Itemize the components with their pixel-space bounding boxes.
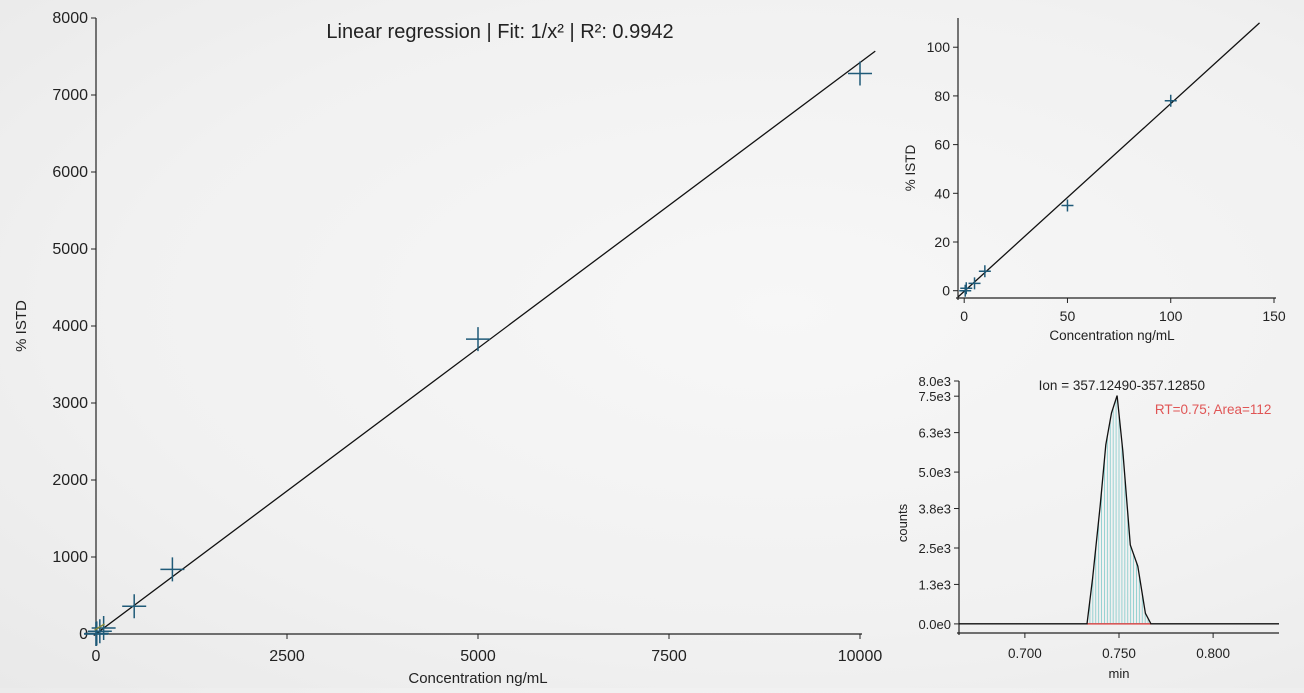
chromatogram-trace (959, 395, 1279, 625)
x-tick-label: 0.800 (1196, 646, 1230, 661)
y-tick-label: 5000 (52, 241, 88, 258)
y-axis-label: counts (895, 503, 910, 542)
y-tick-label: 1.3e3 (918, 577, 951, 592)
x-axis-label: Concentration ng/mL (408, 670, 547, 687)
y-tick-label: 8.0e3 (918, 374, 951, 389)
y-tick-label: 6000 (52, 164, 88, 181)
x-tick-label: 2500 (269, 648, 305, 665)
data-point (968, 277, 981, 290)
y-tick-label: 60 (934, 137, 950, 153)
data-point (122, 594, 147, 619)
y-tick-label: 6.3e3 (918, 426, 951, 441)
x-tick-label: 0 (92, 648, 101, 665)
chart-title: Ion = 357.12490-357.12850 (1039, 378, 1205, 393)
data-point (959, 284, 972, 297)
y-tick-label: 7000 (52, 87, 88, 104)
y-tick-label: 5.0e3 (918, 465, 951, 480)
x-tick-label: 0.750 (1102, 646, 1136, 661)
y-tick-label: 40 (934, 185, 950, 201)
y-tick-label: 0.0e0 (918, 617, 951, 632)
data-point (94, 623, 105, 631)
data-point (84, 622, 109, 646)
x-tick-label: 150 (1262, 308, 1286, 324)
y-tick-label: 8000 (52, 10, 88, 27)
y-tick-label: 3.8e3 (918, 502, 951, 517)
x-tick-label: 100 (1159, 308, 1183, 324)
data-point (87, 619, 112, 644)
data-point (160, 557, 185, 582)
data-point (978, 265, 991, 278)
y-tick-label: 20 (934, 234, 950, 250)
data-point (848, 61, 872, 86)
data-point (1164, 94, 1177, 107)
data-point (466, 327, 490, 352)
main-calibration-chart: 0 1000 2000 3000 4000 5000 6000 7000 8000 0 2500 50… (13, 10, 882, 687)
y-tick-label: 4000 (52, 318, 88, 335)
x-tick-label: 0 (960, 308, 968, 324)
y-tick-label: 100 (927, 39, 951, 55)
x-tick-label: 10000 (838, 648, 883, 665)
y-tick-label: 3000 (52, 395, 88, 412)
y-axis-label: % ISTD (903, 145, 918, 192)
data-point (960, 282, 973, 295)
x-tick-label: 7500 (651, 648, 687, 665)
y-tick-label: 2000 (52, 472, 88, 489)
y-tick-label: 1000 (52, 549, 88, 566)
x-tick-label: 50 (1060, 308, 1076, 324)
peak-annotation: RT=0.75; Area=112 (1155, 402, 1272, 417)
regression-line (957, 22, 1260, 298)
chart-title: Linear regression | Fit: 1/x² | R²: 0.99… (326, 21, 673, 43)
y-tick-label: 7.5e3 (918, 389, 951, 404)
x-tick-label: 0.700 (1008, 646, 1042, 661)
x-tick-label: 5000 (460, 648, 496, 665)
regression-line (93, 50, 876, 637)
peak-chromatogram-chart: 0.0e0 1.3e3 2.5e3 3.8e3 5.0e3 6.3e3 7.5e38.0e3… (895, 374, 1279, 681)
data-point (91, 615, 116, 640)
x-axis-label: Concentration ng/mL (1049, 328, 1175, 343)
x-axis-label: min (1109, 666, 1130, 681)
y-tick-label: 0 (942, 283, 950, 299)
data-point (1061, 199, 1074, 212)
y-tick-label: 80 (934, 88, 950, 104)
y-tick-label: 2.5e3 (918, 541, 951, 556)
zoom-calibration-chart: 0 20 40 60 80 100 0 50 100 150 Concentration ng/mL… (903, 18, 1286, 343)
y-axis-label: % ISTD (13, 300, 30, 352)
y-tick-label: 0 (79, 626, 88, 643)
